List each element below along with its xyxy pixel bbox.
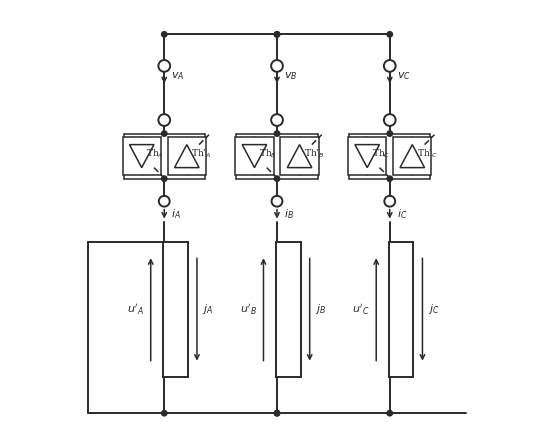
Circle shape	[162, 176, 167, 181]
Text: Th$_B$: Th$_B$	[259, 148, 277, 160]
Text: $v_A$: $v_A$	[172, 70, 185, 82]
Text: $j_B$: $j_B$	[315, 302, 326, 316]
Circle shape	[387, 411, 392, 416]
Bar	[276, 242, 301, 377]
Circle shape	[274, 176, 280, 181]
Bar	[388, 242, 413, 377]
Circle shape	[162, 411, 167, 416]
Text: $i_C$: $i_C$	[397, 207, 407, 221]
Text: $j_C$: $j_C$	[428, 302, 439, 316]
Text: $u'_C$: $u'_C$	[352, 302, 370, 317]
Bar	[348, 137, 386, 175]
Text: $i_B$: $i_B$	[284, 207, 294, 221]
Text: $u'_A$: $u'_A$	[127, 302, 144, 317]
Circle shape	[274, 32, 280, 37]
Text: Th$'_C$: Th$'_C$	[417, 148, 438, 160]
Bar	[280, 137, 319, 175]
Bar	[168, 137, 206, 175]
Circle shape	[274, 32, 280, 37]
Text: $u'_B$: $u'_B$	[240, 302, 257, 317]
Text: Th$_A$: Th$_A$	[146, 148, 164, 160]
Circle shape	[274, 131, 280, 136]
Text: $v_B$: $v_B$	[284, 70, 297, 82]
Circle shape	[387, 32, 392, 37]
Circle shape	[274, 411, 280, 416]
Text: Th$'_A$: Th$'_A$	[191, 148, 212, 160]
Circle shape	[387, 131, 392, 136]
Text: $i_A$: $i_A$	[172, 207, 181, 221]
Circle shape	[162, 131, 167, 136]
Text: $j_A$: $j_A$	[202, 302, 213, 316]
Bar	[393, 137, 432, 175]
Circle shape	[162, 32, 167, 37]
Circle shape	[274, 411, 280, 416]
Bar	[122, 137, 161, 175]
Circle shape	[387, 176, 392, 181]
Text: $v_C$: $v_C$	[397, 70, 411, 82]
Bar	[163, 242, 188, 377]
Text: Th$'_B$: Th$'_B$	[304, 148, 325, 160]
Text: Th$_C$: Th$_C$	[372, 148, 390, 160]
Bar	[235, 137, 274, 175]
